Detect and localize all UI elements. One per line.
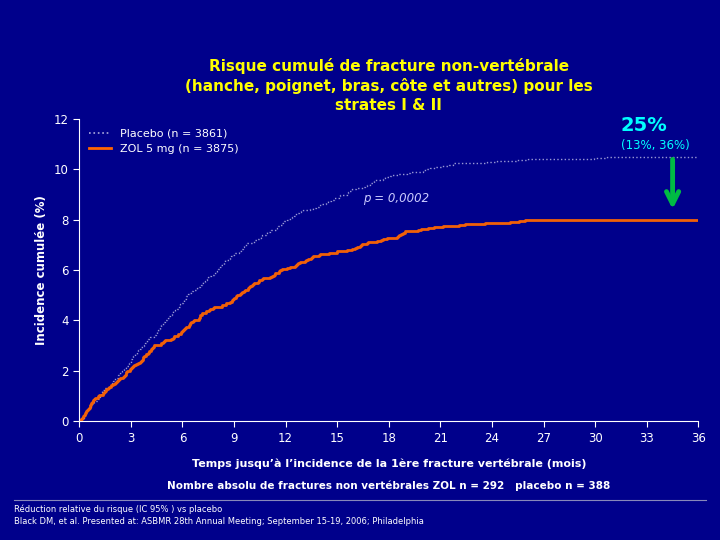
ZOL 5 mg (n = 3875) — [148, 346, 156, 352]
Placebo (n = 3861) — [140, 343, 149, 349]
Placebo (n = 3861) — [694, 153, 703, 160]
Text: Réduction relative du risque (IC 95% ) vs placebo: Réduction relative du risque (IC 95% ) v… — [14, 504, 222, 514]
Placebo (n = 3861) — [181, 295, 190, 302]
ZOL 5 mg (n = 3875) — [115, 376, 124, 383]
ZOL 5 mg (n = 3875) — [94, 393, 103, 400]
Y-axis label: Incidence cumulée (%): Incidence cumulée (%) — [35, 195, 48, 345]
Placebo (n = 3861) — [627, 153, 636, 160]
ZOL 5 mg (n = 3875) — [531, 217, 539, 223]
Line: ZOL 5 mg (n = 3875): ZOL 5 mg (n = 3875) — [79, 220, 698, 421]
Placebo (n = 3861) — [114, 373, 122, 380]
Placebo (n = 3861) — [348, 186, 356, 193]
Placebo (n = 3861) — [86, 403, 95, 409]
ZOL 5 mg (n = 3875) — [185, 321, 194, 328]
Title: Risque cumulé de fracture non-vertébrale
(hanche, poignet, bras, côte et autres): Risque cumulé de fracture non-vertébrale… — [185, 58, 593, 113]
Placebo (n = 3861) — [184, 291, 193, 297]
Text: Temps jusqu’à l’incidence de la 1ère fracture vertébrale (mois): Temps jusqu’à l’incidence de la 1ère fra… — [192, 458, 586, 469]
ZOL 5 mg (n = 3875) — [75, 418, 84, 424]
Placebo (n = 3861) — [75, 418, 84, 424]
ZOL 5 mg (n = 3875) — [240, 287, 249, 294]
Text: (13%, 36%): (13%, 36%) — [621, 139, 690, 152]
ZOL 5 mg (n = 3875) — [333, 248, 342, 254]
ZOL 5 mg (n = 3875) — [694, 217, 703, 223]
Line: Placebo (n = 3861): Placebo (n = 3861) — [79, 157, 698, 421]
Text: p = 0,0002: p = 0,0002 — [363, 192, 429, 205]
Text: 25%: 25% — [621, 117, 667, 136]
Text: Black DM, et al. Presented at: ASBMR 28th Annual Meeting; September 15-19, 2006;: Black DM, et al. Presented at: ASBMR 28t… — [14, 517, 424, 526]
Text: Nombre absolu de fractures non vertébrales ZOL n = 292   placebo n = 388: Nombre absolu de fractures non vertébral… — [167, 480, 611, 491]
Legend: Placebo (n = 3861), ZOL 5 mg (n = 3875): Placebo (n = 3861), ZOL 5 mg (n = 3875) — [85, 124, 243, 159]
